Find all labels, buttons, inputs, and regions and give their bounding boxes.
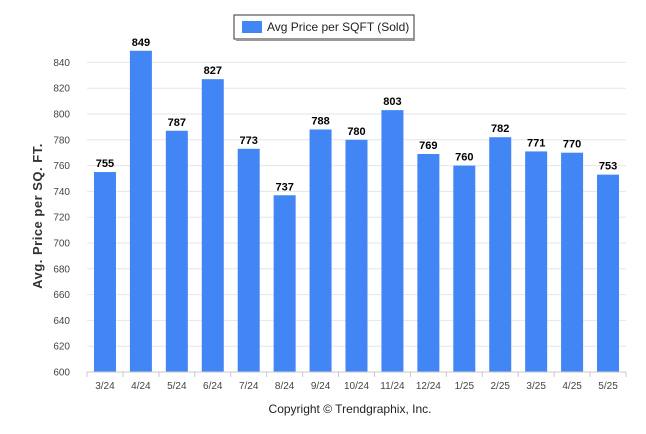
bar-value-label: 803 (383, 96, 401, 108)
y-tick-label: 820 (53, 84, 70, 95)
y-tick-label: 840 (53, 58, 70, 69)
x-tick-label: 12/24 (416, 381, 441, 392)
bar (309, 129, 332, 372)
bar (417, 153, 440, 372)
y-tick-label: 600 (53, 368, 70, 379)
x-tick-label: 4/24 (131, 381, 151, 392)
bar (237, 148, 260, 372)
bar-value-label: 827 (204, 65, 222, 77)
bar (129, 50, 152, 372)
legend: Avg Price per SQFT (Sold) (233, 14, 415, 41)
data-labels: 755 849 787 827 773 737 788 780 803 769 760 782 771 7… (96, 37, 617, 193)
x-tick-label: 5/24 (167, 381, 187, 392)
bar (93, 172, 116, 372)
bar (525, 151, 548, 372)
bar (345, 139, 368, 372)
y-tick-label: 660 (53, 290, 70, 301)
bar-value-label: 760 (455, 152, 473, 164)
x-tick-label: 5/25 (598, 381, 618, 392)
bar-value-label: 737 (275, 181, 293, 193)
y-tick-label: 780 (53, 135, 70, 146)
bar-value-label: 753 (599, 161, 617, 173)
x-tick-label: 3/25 (526, 381, 546, 392)
bar (273, 195, 296, 372)
bars (93, 50, 620, 373)
y-axis-title: Avg. Price per SQ. FT. (30, 143, 45, 289)
bar-value-label: 755 (96, 158, 114, 170)
y-tick-label: 720 (53, 213, 70, 224)
x-tick-label: 1/25 (455, 381, 475, 392)
y-tick-label: 760 (53, 161, 70, 172)
y-tick-label: 800 (53, 110, 70, 121)
x-tick-label: 11/24 (380, 381, 405, 392)
x-tick-label: 9/24 (311, 381, 331, 392)
bar-value-label: 782 (491, 123, 509, 135)
x-tick-label: 8/24 (275, 381, 295, 392)
bar-value-label: 849 (132, 37, 150, 49)
bar (381, 110, 404, 372)
bar-value-label: 780 (347, 126, 365, 138)
x-tick-label: 6/24 (203, 381, 223, 392)
bar-value-label: 788 (311, 115, 329, 127)
bar (597, 174, 620, 372)
bar-value-label: 770 (563, 139, 581, 151)
x-tick-label: 7/24 (239, 381, 259, 392)
x-tick-label: 3/24 (95, 381, 115, 392)
bar-value-label: 771 (527, 137, 545, 149)
y-tick-label: 620 (53, 342, 70, 353)
bar (453, 165, 476, 372)
legend-swatch (242, 21, 262, 33)
x-tick-label: 4/25 (562, 381, 582, 392)
copyright-footer: Copyright © Trendgraphix, Inc. (269, 402, 432, 416)
bar (201, 79, 224, 373)
x-tick-label: 2/25 (490, 381, 510, 392)
x-tick-label: 10/24 (344, 381, 369, 392)
bar-value-label: 769 (419, 140, 437, 152)
bar (561, 152, 584, 372)
bar-value-label: 773 (240, 135, 258, 147)
bar (489, 137, 512, 372)
y-tick-label: 680 (53, 264, 70, 275)
bar (165, 130, 188, 372)
y-axis-ticks: 600 620 640 660 680 700 720 740 760 780 800 820 840 (53, 58, 70, 379)
y-tick-label: 700 (53, 239, 70, 250)
bar-value-label: 787 (168, 117, 186, 129)
y-tick-label: 640 (53, 316, 70, 327)
legend-label: Avg Price per SQFT (Sold) (267, 20, 409, 34)
x-axis-ticks: 3/24 4/24 5/24 6/24 7/24 8/24 9/24 10/24 11/24 12… (86, 372, 627, 392)
y-tick-label: 740 (53, 187, 70, 198)
